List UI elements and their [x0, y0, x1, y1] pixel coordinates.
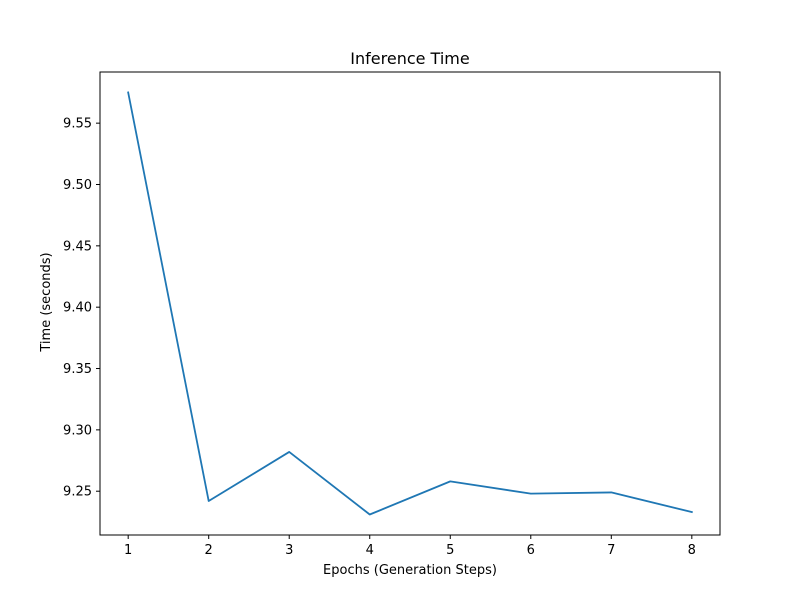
y-axis-label: Time (seconds): [39, 252, 54, 352]
y-tick-label: 9.30: [63, 423, 92, 438]
x-tick-label: 5: [446, 543, 454, 558]
x-tick-label: 6: [527, 543, 535, 558]
x-axis: 1 2 3 4 5 6 7 8: [124, 535, 696, 558]
x-tick-label: 3: [285, 543, 293, 558]
series-line-0: [127, 91, 693, 516]
x-tick-label: 8: [688, 543, 696, 558]
x-tick-label: 2: [205, 543, 213, 558]
y-axis: 9.25 9.30 9.35 9.40 9.45 9.50 9.55: [63, 117, 100, 500]
y-tick-label: 9.25: [63, 485, 92, 500]
y-tick-label: 9.40: [63, 301, 92, 316]
plot-area: [127, 91, 693, 516]
y-tick-label: 9.55: [63, 117, 92, 132]
y-tick-label: 9.50: [63, 178, 92, 193]
plot-frame: [99, 71, 721, 536]
y-tick-label: 9.35: [63, 362, 92, 377]
x-axis-label: Epochs (Generation Steps): [323, 563, 497, 578]
x-tick-label: 7: [607, 543, 615, 558]
y-tick-label: 9.45: [63, 239, 92, 254]
chart-title: Inference Time: [350, 49, 469, 68]
x-tick-label: 4: [366, 543, 374, 558]
x-tick-label: 1: [124, 543, 132, 558]
